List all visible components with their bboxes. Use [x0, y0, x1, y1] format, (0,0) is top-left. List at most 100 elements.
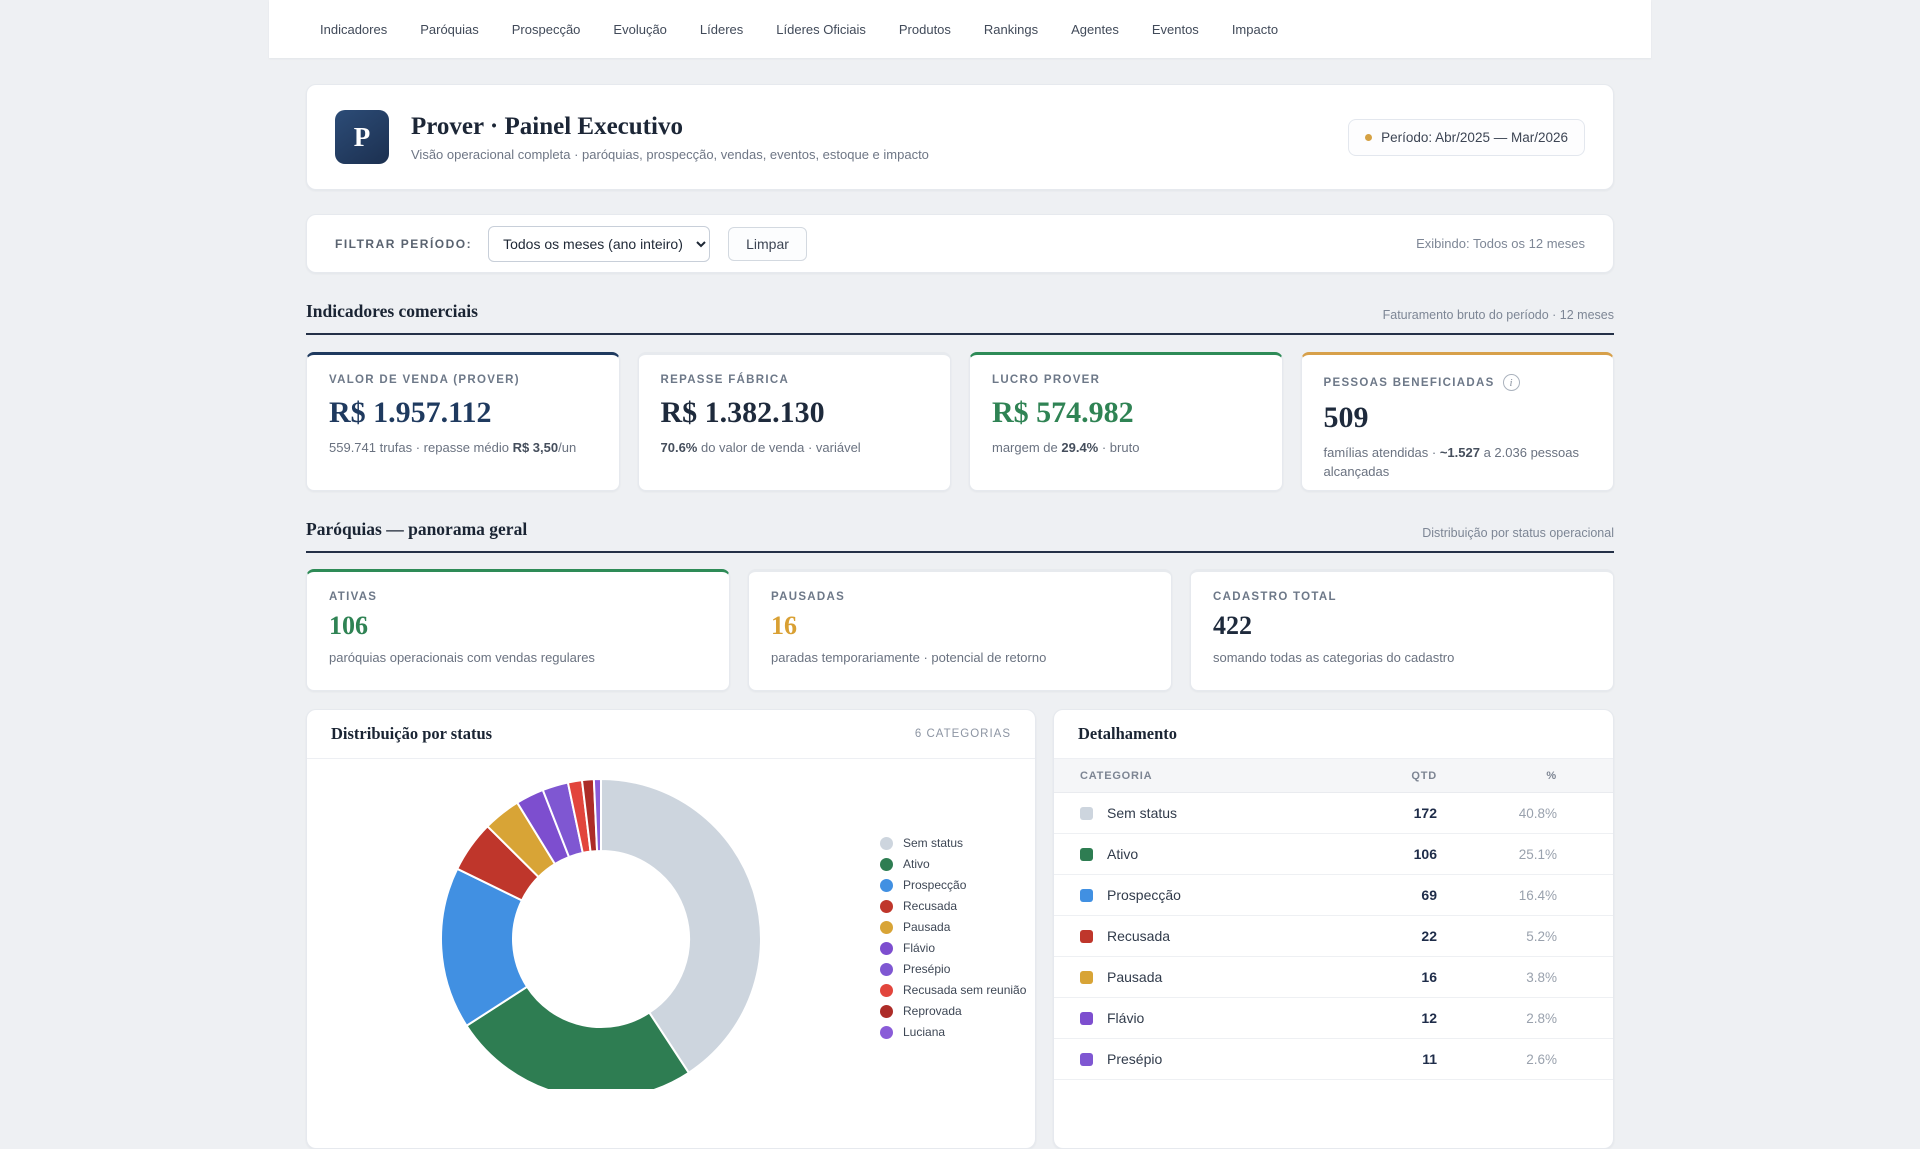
nav-item[interactable]: Produtos: [898, 21, 951, 37]
status-label: PAUSADAS: [771, 591, 846, 603]
qtd-cell: 22: [1421, 928, 1437, 944]
status-subtext: paróquias operacionais com vendas regula…: [329, 650, 595, 665]
header-text-block: Prover · Painel Executivo Visão operacio…: [411, 113, 929, 162]
category-name: Presépio: [1107, 1051, 1163, 1067]
category-name: Sem status: [1107, 805, 1178, 821]
clear-filter-button[interactable]: Limpar: [728, 226, 807, 261]
nav-item[interactable]: Rankings: [983, 21, 1039, 37]
filter-label: FILTRAR PERÍODO:: [335, 236, 473, 251]
nav-item[interactable]: Agentes: [1071, 21, 1119, 37]
period-select[interactable]: Todos os meses (ano inteiro): [488, 225, 711, 262]
nav-item[interactable]: Indicadores: [320, 21, 388, 37]
category-swatch-icon: [1080, 847, 1093, 861]
column-header-pct: %: [1546, 769, 1557, 782]
section-commercial-header: Indicadores comerciais Faturamento bruto…: [306, 301, 1614, 335]
legend-label: Ativo: [903, 857, 930, 871]
legend-dot-icon: [880, 857, 893, 871]
table-row[interactable]: Recusada 22 5.2%: [1054, 916, 1613, 957]
donut-chart-area: Sem status Ativo Prospecção Recusada Pau…: [307, 759, 1035, 1089]
legend-label: Reprovada: [903, 1004, 962, 1018]
section-parishes-header: Paróquias — panorama geral Distribuição …: [306, 519, 1614, 553]
header-card: P Prover · Painel Executivo Visão operac…: [306, 84, 1614, 190]
category-swatch-icon: [1080, 1052, 1093, 1066]
table-row[interactable]: Prospecção 69 16.4%: [1054, 875, 1613, 916]
nav-item[interactable]: Prospecção: [511, 21, 581, 37]
table-row[interactable]: Presépio 11 2.6%: [1054, 1039, 1613, 1080]
category-cell: Recusada: [1080, 928, 1347, 944]
qtd-cell: 172: [1413, 805, 1437, 821]
qtd-cell: 16: [1421, 969, 1437, 985]
table-row[interactable]: Ativo 106 25.1%: [1054, 834, 1613, 875]
section-meta: Faturamento bruto do período · 12 meses: [1382, 308, 1614, 322]
pct-cell: 2.8%: [1526, 1010, 1557, 1026]
detail-panel: Detalhamento CATEGORIA QTD % Sem status …: [1053, 709, 1614, 1149]
legend-dot-icon: [880, 836, 893, 850]
period-badge: Período: Abr/2025 — Mar/2026: [1348, 118, 1585, 156]
status-card-pausadas: PAUSADAS 16 paradas temporariamente · po…: [748, 569, 1172, 691]
donut-slice-luciana: [592, 779, 602, 853]
page-subtitle: Visão operacional completa · paróquias, …: [411, 146, 929, 162]
pct-cell: 16.4%: [1518, 887, 1557, 903]
legend-item: Recusada: [880, 899, 1026, 913]
pct-cell: 40.8%: [1518, 805, 1557, 821]
qtd-cell: 11: [1422, 1051, 1437, 1067]
status-grid: ATIVAS 106 paróquias operacionais com ve…: [306, 569, 1614, 691]
kpi-value: R$ 1.382.130: [660, 396, 825, 429]
kpi-value: 509: [1323, 401, 1369, 434]
kpi-card-repasse-fabrica: REPASSE FÁBRICA R$ 1.382.130 70.6% do va…: [637, 352, 951, 491]
category-swatch-icon: [1080, 970, 1093, 984]
category-name: Prospecção: [1107, 887, 1181, 903]
nav-item[interactable]: Impacto: [1231, 21, 1279, 37]
legend-label: Pausada: [903, 920, 951, 934]
status-value: 16: [771, 611, 797, 640]
panel-title: Detalhamento: [1078, 724, 1177, 743]
panel-title: Distribuição por status: [331, 724, 493, 743]
section-meta: Distribuição por status operacional: [1422, 526, 1614, 540]
status-card-cadastro-total: CADASTRO TOTAL 422 somando todas as cate…: [1190, 569, 1614, 691]
info-icon[interactable]: i: [1502, 374, 1520, 391]
legend-item: Ativo: [880, 857, 1026, 871]
status-subtext: somando todas as categorias do cadastro: [1213, 650, 1455, 665]
category-swatch-icon: [1080, 888, 1093, 902]
category-cell: Flávio: [1080, 1010, 1347, 1026]
legend-dot-icon: [880, 1004, 893, 1018]
nav-item[interactable]: Paróquias: [420, 21, 479, 37]
kpi-label: LUCRO PROVER: [992, 374, 1101, 386]
legend-dot-icon: [880, 983, 893, 997]
nav-item[interactable]: Líderes: [699, 21, 744, 37]
qtd-cell: 69: [1421, 887, 1437, 903]
kpi-label: REPASSE FÁBRICA: [660, 374, 790, 386]
section-title: Paróquias — panorama geral: [306, 519, 528, 539]
kpi-card-pessoas-beneficiadas: PESSOAS BENEFICIADAS i 509 famílias aten…: [1300, 352, 1614, 491]
chart-legend: Sem status Ativo Prospecção Recusada Pau…: [880, 779, 1026, 1089]
table-row[interactable]: Pausada 16 3.8%: [1054, 957, 1613, 998]
period-badge-label: Período: Abr/2025 — Mar/2026: [1381, 129, 1568, 145]
column-header-qtd: QTD: [1411, 769, 1437, 782]
kpi-grid: VALOR DE VENDA (PROVER) R$ 1.957.112 559…: [306, 352, 1614, 491]
app-logo: P: [335, 110, 389, 164]
category-name: Recusada: [1107, 928, 1171, 944]
nav-item[interactable]: Evolução: [613, 21, 667, 37]
legend-dot-icon: [880, 920, 893, 934]
kpi-card-lucro-prover: LUCRO PROVER R$ 574.982 margem de 29.4% …: [969, 352, 1283, 491]
nav-item[interactable]: Líderes Oficiais: [776, 21, 866, 37]
pct-cell: 2.6%: [1526, 1051, 1557, 1067]
category-cell: Pausada: [1080, 969, 1347, 985]
table-row[interactable]: Sem status 172 40.8%: [1054, 793, 1613, 834]
category-name: Flávio: [1107, 1010, 1145, 1026]
category-cell: Prospecção: [1080, 887, 1347, 903]
legend-dot-icon: [880, 941, 893, 955]
table-row[interactable]: Flávio 12 2.8%: [1054, 998, 1613, 1039]
category-name: Ativo: [1107, 846, 1139, 862]
pct-cell: 3.8%: [1526, 969, 1557, 985]
nav-item[interactable]: Eventos: [1151, 21, 1199, 37]
donut-slice-ativo: [465, 985, 691, 1089]
legend-dot-icon: [880, 899, 893, 913]
legend-label: Presépio: [903, 962, 951, 976]
table-body: Sem status 172 40.8% Ativo 106 25.1% Pro…: [1054, 793, 1613, 1080]
legend-label: Recusada: [903, 899, 958, 913]
status-label: ATIVAS: [329, 591, 378, 603]
legend-dot-icon: [880, 1025, 893, 1039]
kpi-subtext: 559.741 trufas · repasse médio R$ 3,50/u…: [329, 440, 577, 455]
table-header-row: CATEGORIA QTD %: [1054, 759, 1613, 793]
